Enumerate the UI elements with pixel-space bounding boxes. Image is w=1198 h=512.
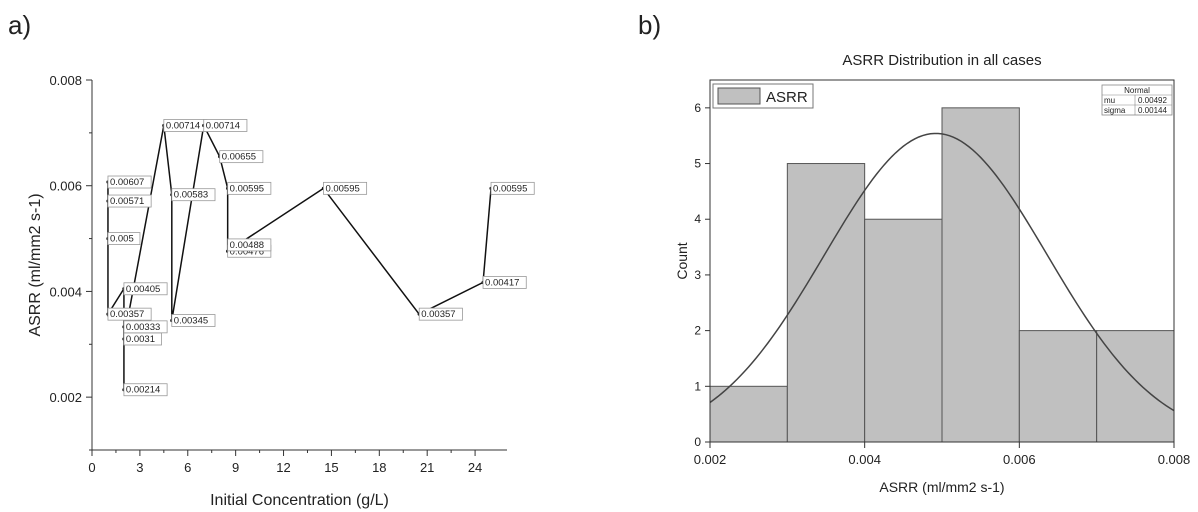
- data-label: 0.00714: [166, 120, 200, 131]
- data-label-box: [203, 119, 248, 132]
- data-label-box: [227, 181, 272, 195]
- data-label-box: [107, 307, 152, 321]
- y-tick-label: 0.006: [49, 179, 82, 194]
- y-tick-label: 1: [694, 379, 701, 393]
- data-label-box: [123, 332, 162, 346]
- plot-frame: [709, 79, 1175, 443]
- data-label-box: [107, 194, 152, 208]
- fit-sigma-value: 0.00144: [1138, 106, 1167, 115]
- data-label: 0.00583: [174, 190, 208, 201]
- data-label: 0.00595: [493, 183, 527, 194]
- data-label-box: [227, 238, 272, 252]
- data-label-box: [482, 276, 527, 289]
- data-label-box: [323, 181, 368, 195]
- data-label-box: [171, 314, 216, 327]
- x-tick-label: 15: [324, 460, 338, 475]
- x-tick-label: 18: [372, 460, 386, 475]
- data-label: 0.00357: [110, 309, 144, 320]
- x-tick-label: 3: [136, 460, 143, 475]
- y-tick-label: 0.008: [49, 73, 82, 88]
- x-tick-label: 9: [232, 460, 239, 475]
- fit-sigma-label: sigma: [1104, 106, 1126, 115]
- data-label: 0.00714: [206, 120, 240, 131]
- data-label-box: [123, 282, 168, 296]
- y-tick-label: 2: [694, 324, 701, 338]
- histogram-bar: [786, 163, 866, 443]
- scatter-line-chart: 0 3 6 9 12 15 18 21 24 0.002 0.004 0.006 0.008 Initia…: [27, 73, 535, 509]
- fit-name: Normal: [1124, 86, 1150, 95]
- chart-title: ASRR Distribution in all cases: [842, 52, 1041, 69]
- x-tick-label: 0: [88, 460, 95, 475]
- normal-fit-curve: [709, 132, 1175, 412]
- panel-label-a: a): [8, 10, 32, 40]
- data-label: 0.00655: [222, 152, 256, 163]
- histogram-bar: [1018, 330, 1098, 443]
- data-label: 0.00488: [230, 240, 264, 251]
- y-axis-title: ASRR (ml/mm2 s-1): [27, 193, 44, 336]
- data-label: 0.00417: [485, 277, 519, 288]
- data-label: 0.00607: [110, 177, 144, 188]
- x-tick-label: 6: [184, 460, 191, 475]
- data-label-box: [123, 383, 168, 397]
- data-label-box: [107, 175, 152, 189]
- fit-mu-label: mu: [1104, 96, 1115, 105]
- y-tick-label: 3: [694, 268, 701, 282]
- data-label: 0.005: [110, 234, 134, 245]
- histogram-bar: [709, 385, 788, 443]
- x-tick-label: 24: [468, 460, 482, 475]
- x-tick-label: 0.004: [848, 452, 881, 467]
- x-tick-label: 12: [276, 460, 290, 475]
- y-tick-label: 0.004: [49, 284, 82, 299]
- x-tick-label: 0.002: [694, 452, 727, 467]
- histogram-bar: [864, 218, 943, 443]
- histogram-chart: ASRR Distribution in all cases 0.002 0.004…: [674, 52, 1191, 495]
- x-tick-label: 0.008: [1158, 452, 1191, 467]
- data-label: 0.00595: [230, 183, 264, 194]
- data-label: 0.00571: [110, 196, 144, 207]
- histogram-bar: [1096, 330, 1175, 443]
- data-label: 0.00357: [421, 309, 455, 320]
- x-axis-title: Initial Concentration (g/L): [210, 492, 389, 509]
- fit-stats-table: [1101, 84, 1173, 116]
- data-label: 0.00405: [126, 284, 160, 295]
- data-label: 0.00333: [126, 322, 160, 333]
- y-tick-label: 6: [694, 101, 701, 115]
- data-label-box: [219, 150, 264, 164]
- fit-mu-value: 0.00492: [1138, 96, 1167, 105]
- data-label-box: [418, 307, 463, 321]
- x-tick-label: 21: [420, 460, 434, 475]
- panel-label-b: b): [638, 10, 662, 40]
- x-axis-title: ASRR (ml/mm2 s-1): [879, 479, 1004, 495]
- legend-label: ASRR: [766, 89, 808, 106]
- data-label: 0.00595: [325, 183, 359, 194]
- data-label: 0.0031: [126, 334, 155, 345]
- data-line: [107, 123, 492, 390]
- y-tick-label: 5: [694, 157, 701, 171]
- y-tick-label: 0: [694, 435, 701, 449]
- data-label-box: [171, 188, 216, 202]
- y-axis-title: Count: [674, 242, 690, 279]
- histogram-bar: [941, 107, 1020, 443]
- data-label: 0.00214: [126, 385, 160, 396]
- data-label: 0.00476: [230, 246, 264, 257]
- y-tick-label: 4: [694, 212, 701, 226]
- legend-swatch: [717, 87, 761, 105]
- data-label: 0.00345: [174, 316, 208, 327]
- data-label-box: [490, 181, 535, 195]
- y-tick-label: 0.002: [49, 390, 82, 405]
- data-label-box: [107, 232, 141, 245]
- x-tick-label: 0.006: [1003, 452, 1036, 467]
